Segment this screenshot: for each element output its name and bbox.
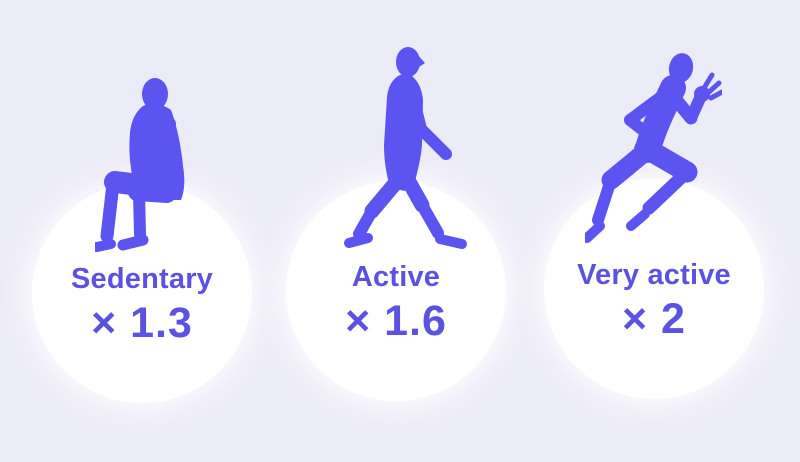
active-card: Active × 1.6 <box>286 181 506 401</box>
active-level-label: Active <box>351 260 441 293</box>
walking-person-icon <box>344 47 467 249</box>
very-active-text-stack: Very active × 2 <box>577 259 731 344</box>
active-text-stack: Active × 1.6 <box>345 261 447 346</box>
sedentary-multiplier: × 1.3 <box>91 298 193 347</box>
very-active-card: Very active × 2 <box>544 179 764 399</box>
sitting-person-icon <box>95 78 185 252</box>
very-active-multiplier: × 2 <box>622 294 686 343</box>
sedentary-text-stack: Sedentary × 1.3 <box>71 263 213 348</box>
active-multiplier: × 1.6 <box>345 296 447 345</box>
running-person-icon <box>585 53 722 243</box>
very-active-level-label: Very active <box>577 258 731 291</box>
sedentary-level-label: Sedentary <box>70 262 214 295</box>
